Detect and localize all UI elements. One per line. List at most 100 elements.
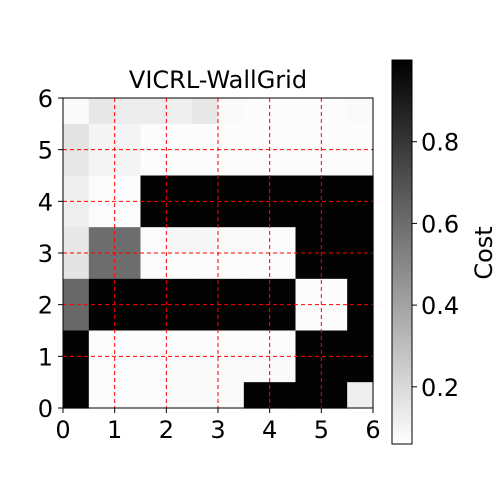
heatmap-cell (218, 175, 245, 202)
x-tick-label: 5 (314, 416, 329, 444)
heatmap-cell (140, 175, 167, 202)
grid-lines (63, 98, 373, 408)
heatmap-cell (192, 175, 219, 202)
heatmap-cell (243, 149, 271, 177)
heatmap-cell (321, 278, 348, 306)
heatmap-cell (347, 227, 374, 254)
heatmap-cell (347, 356, 374, 383)
chart-title: VICRL-WallGrid (129, 66, 307, 94)
heatmap-cell (114, 278, 142, 306)
heatmap-cell (295, 304, 322, 332)
heatmap-cell (63, 149, 90, 177)
heatmap-cell (166, 175, 193, 202)
heatmap-cell (114, 330, 142, 357)
heatmap-cell (218, 304, 245, 332)
heatmap-cell (218, 330, 245, 357)
heatmap-cell (321, 98, 348, 125)
heatmap-cell (295, 98, 322, 125)
heatmap-cell (88, 278, 116, 306)
heatmap-cell (166, 278, 193, 306)
heatmap-cell (347, 304, 374, 332)
heatmap-cell (269, 382, 297, 409)
heatmap-cell (243, 356, 271, 383)
heatmap-cell (63, 123, 90, 151)
heatmap-cell (218, 356, 245, 383)
heatmap-cell (243, 278, 271, 306)
heatmap-cell (192, 278, 219, 306)
heatmap-cell (243, 253, 271, 280)
heatmap-cell (88, 382, 116, 409)
heatmap-cell (140, 123, 167, 151)
heatmap-cell (269, 356, 297, 383)
heatmap-cell (88, 330, 116, 357)
colorbar-tick-label: 0.2 (421, 374, 459, 402)
y-tick-label: 2 (38, 292, 53, 320)
y-tick-label: 3 (38, 240, 53, 268)
colorbar-label: Cost (470, 226, 498, 279)
heatmap-cell (63, 382, 90, 409)
heatmap-cell (295, 330, 322, 357)
heatmap-cell (166, 356, 193, 383)
y-tick-label: 1 (38, 343, 53, 371)
heatmap-cell (63, 201, 90, 228)
heatmap-cell (140, 382, 167, 409)
x-tick-label: 4 (262, 416, 277, 444)
heatmap-cell (114, 123, 142, 151)
heatmap-cell (321, 330, 348, 357)
heatmap-cell (243, 98, 271, 125)
x-tick-label: 3 (210, 416, 225, 444)
heatmap-cell (321, 149, 348, 177)
heatmap-cell (218, 149, 245, 177)
heatmap-cell (321, 201, 348, 228)
heatmap-cell (243, 304, 271, 332)
heatmap-cell (192, 149, 219, 177)
heatmap-cell (218, 123, 245, 151)
heatmap-cell (192, 253, 219, 280)
heatmap-cell (218, 98, 245, 125)
x-axis: 0 1 2 3 4 5 6 (55, 408, 381, 444)
heatmap-cell (321, 356, 348, 383)
heatmap-cell (63, 356, 90, 383)
heatmap-cell (295, 356, 322, 383)
heatmap-cell (321, 304, 348, 332)
colorbar (391, 59, 413, 445)
heatmap-cell (88, 175, 116, 202)
heatmap-cell (88, 98, 116, 125)
heatmap-cell (347, 123, 374, 151)
heatmap-cell (321, 382, 348, 409)
heatmap-cells (63, 98, 374, 409)
heatmap-cell (114, 304, 142, 332)
heatmap-cell (192, 227, 219, 254)
heatmap-cell (192, 330, 219, 357)
heatmap-cell (140, 227, 167, 254)
heatmap-cell (166, 149, 193, 177)
heatmap-cell (243, 123, 271, 151)
heatmap-cell (321, 253, 348, 280)
heatmap-cell (140, 330, 167, 357)
heatmap-cell (295, 175, 322, 202)
heatmap-cell (295, 382, 322, 409)
heatmap-cell (114, 227, 142, 254)
heatmap-cell (166, 98, 193, 125)
heatmap-cell (347, 149, 374, 177)
heatmap-cell (269, 227, 297, 254)
heatmap-cell (321, 175, 348, 202)
heatmap-cell (269, 98, 297, 125)
colorbar-tick-label: 0.6 (421, 210, 459, 238)
heatmap-cell (192, 382, 219, 409)
heatmap-cell (140, 201, 167, 228)
colorbar-tick-label: 0.8 (421, 129, 459, 157)
heatmap-cell (218, 201, 245, 228)
heatmap-cell (269, 330, 297, 357)
heatmap-cell (321, 123, 348, 151)
y-axis: 0 1 2 3 4 5 6 (38, 85, 63, 423)
x-tick-label: 2 (159, 416, 174, 444)
heatmap-cell (166, 123, 193, 151)
heatmap-cell (166, 253, 193, 280)
heatmap-cell (243, 382, 271, 409)
heatmap-cell (88, 149, 116, 177)
heatmap-cell (114, 149, 142, 177)
heatmap-cell (63, 98, 90, 125)
heatmap-cell (269, 175, 297, 202)
